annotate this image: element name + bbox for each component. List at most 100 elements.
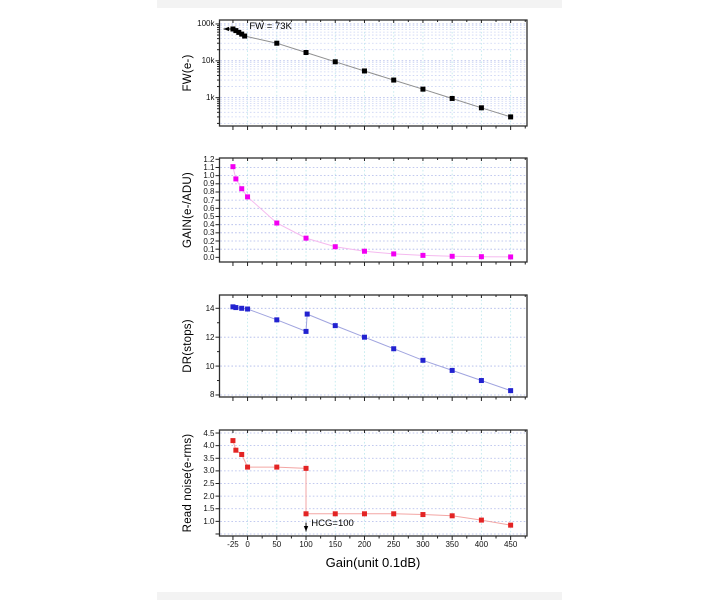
dynamic-range-point — [304, 311, 310, 317]
full-well-capacity-point — [478, 105, 484, 111]
y-tick-label: 1.1 — [203, 162, 215, 172]
x-tick-label: 0 — [245, 539, 250, 549]
x-tick-label: 450 — [503, 539, 518, 549]
y-tick-label: 0.0 — [203, 252, 215, 262]
dynamic-range-point — [230, 304, 236, 310]
y-axis-title-gain: GAIN(e-/ADU) — [182, 172, 194, 248]
y-tick-label: 2.5 — [203, 479, 215, 488]
dynamic-range-point — [233, 305, 239, 311]
full-well-capacity-point — [233, 28, 239, 34]
conversion-gain-point — [303, 235, 309, 241]
conversion-gain-point — [478, 254, 484, 260]
conversion-gain-line — [232, 166, 511, 258]
read-noise-point — [508, 522, 514, 528]
annotation-hcg-100: HCG=100 — [311, 518, 354, 530]
y-tick-label: 14 — [205, 303, 215, 313]
full-well-capacity-point — [239, 31, 245, 37]
y-tick-label: 100k — [197, 19, 215, 29]
read-noise-point — [303, 465, 309, 471]
dynamic-range-point — [332, 323, 338, 329]
y-tick-label: 0.2 — [203, 236, 215, 246]
full-well-capacity-point — [420, 86, 426, 92]
full-well-capacity-point — [508, 114, 514, 120]
dynamic-range-point — [478, 378, 484, 384]
x-tick-label: 300 — [416, 539, 430, 549]
read-noise-point — [233, 447, 239, 453]
y-tick-label: 0.6 — [203, 203, 215, 213]
y-tick-label: 1.5 — [203, 504, 215, 514]
conversion-gain-point — [233, 176, 239, 182]
conversion-gain-point — [391, 251, 397, 257]
y-tick-label: 10k — [201, 56, 215, 66]
dynamic-range-point — [420, 357, 426, 363]
x-tick-label: 200 — [357, 539, 372, 549]
y-tick-label: 0.1 — [203, 244, 215, 254]
x-tick-label: 400 — [474, 539, 489, 549]
conversion-gain-point — [449, 253, 455, 259]
y-tick-label: 0.8 — [203, 187, 215, 197]
y-axis-title-readnoise: Read noise(e-rms) — [182, 433, 194, 533]
read-noise-point — [230, 438, 236, 444]
y-tick-label: 10 — [205, 361, 215, 371]
conversion-gain-point — [274, 220, 280, 226]
y-tick-label: 0.7 — [203, 195, 215, 205]
x-tick-label: 250 — [387, 539, 401, 549]
conversion-gain-point — [245, 194, 251, 200]
figure-bottom-edge — [157, 592, 562, 600]
read-noise-line — [232, 440, 511, 526]
read-noise-point — [245, 464, 251, 470]
dynamic-range-point — [274, 317, 280, 323]
read-noise-point — [239, 451, 245, 457]
full-well-capacity-point — [391, 77, 397, 83]
conversion-gain-point — [361, 248, 367, 254]
dynamic-range-point — [508, 388, 514, 394]
y-axis-title-fw: FW(e-) — [182, 54, 194, 92]
conversion-gain-point — [420, 252, 426, 258]
dynamic-range-point — [449, 367, 455, 373]
y-tick-label: 0.9 — [203, 179, 215, 189]
full-well-capacity-point — [361, 68, 367, 74]
y-tick-label: 12 — [205, 332, 215, 342]
dynamic-range-point — [303, 328, 309, 334]
conversion-gain-point — [230, 164, 236, 170]
x-axis-title: Gain(unit 0.1dB) — [325, 555, 421, 570]
y-tick-label: 3.5 — [203, 453, 215, 463]
full-well-capacity-point — [230, 26, 236, 32]
dynamic-range-point — [245, 306, 251, 312]
y-tick-label: 4.5 — [203, 428, 215, 438]
dynamic-range-point — [239, 305, 245, 311]
read-noise-point — [391, 511, 397, 517]
conversion-gain-point — [508, 254, 514, 260]
read-noise-point — [449, 513, 455, 519]
read-noise-point — [420, 512, 426, 518]
y-tick-label: 1k — [206, 93, 215, 103]
x-tick-label: 150 — [328, 539, 342, 549]
x-tick-label: 50 — [272, 539, 282, 549]
figure-top-edge — [157, 0, 562, 8]
y-tick-label: 1.2 — [203, 154, 215, 164]
y-tick-label: 2.0 — [203, 491, 215, 501]
y-tick-label: 1.0 — [203, 516, 215, 526]
full-well-capacity-point — [303, 49, 309, 55]
full-well-capacity-point — [332, 59, 338, 65]
y-tick-label: 8 — [210, 390, 215, 400]
x-tick-label: 350 — [445, 539, 459, 549]
read-noise-point — [332, 511, 338, 517]
dynamic-range-point — [361, 334, 367, 340]
conversion-gain-point — [332, 244, 338, 250]
read-noise-point — [478, 517, 484, 523]
conversion-gain-point — [239, 186, 245, 192]
y-axis-title-dr: DR(stops) — [182, 319, 194, 373]
x-tick-label: -25 — [227, 539, 239, 549]
y-tick-label: 1.0 — [203, 171, 215, 181]
read-noise-point — [274, 464, 280, 470]
y-tick-label: 4.0 — [203, 441, 215, 451]
full-well-capacity-point — [274, 40, 280, 46]
y-tick-label: 0.4 — [203, 220, 215, 230]
read-noise-point — [303, 511, 309, 517]
full-well-capacity-point — [236, 29, 242, 35]
dynamic-range-point — [391, 346, 397, 352]
read-noise-point — [361, 511, 367, 517]
y-tick-label: 3.0 — [203, 466, 215, 476]
